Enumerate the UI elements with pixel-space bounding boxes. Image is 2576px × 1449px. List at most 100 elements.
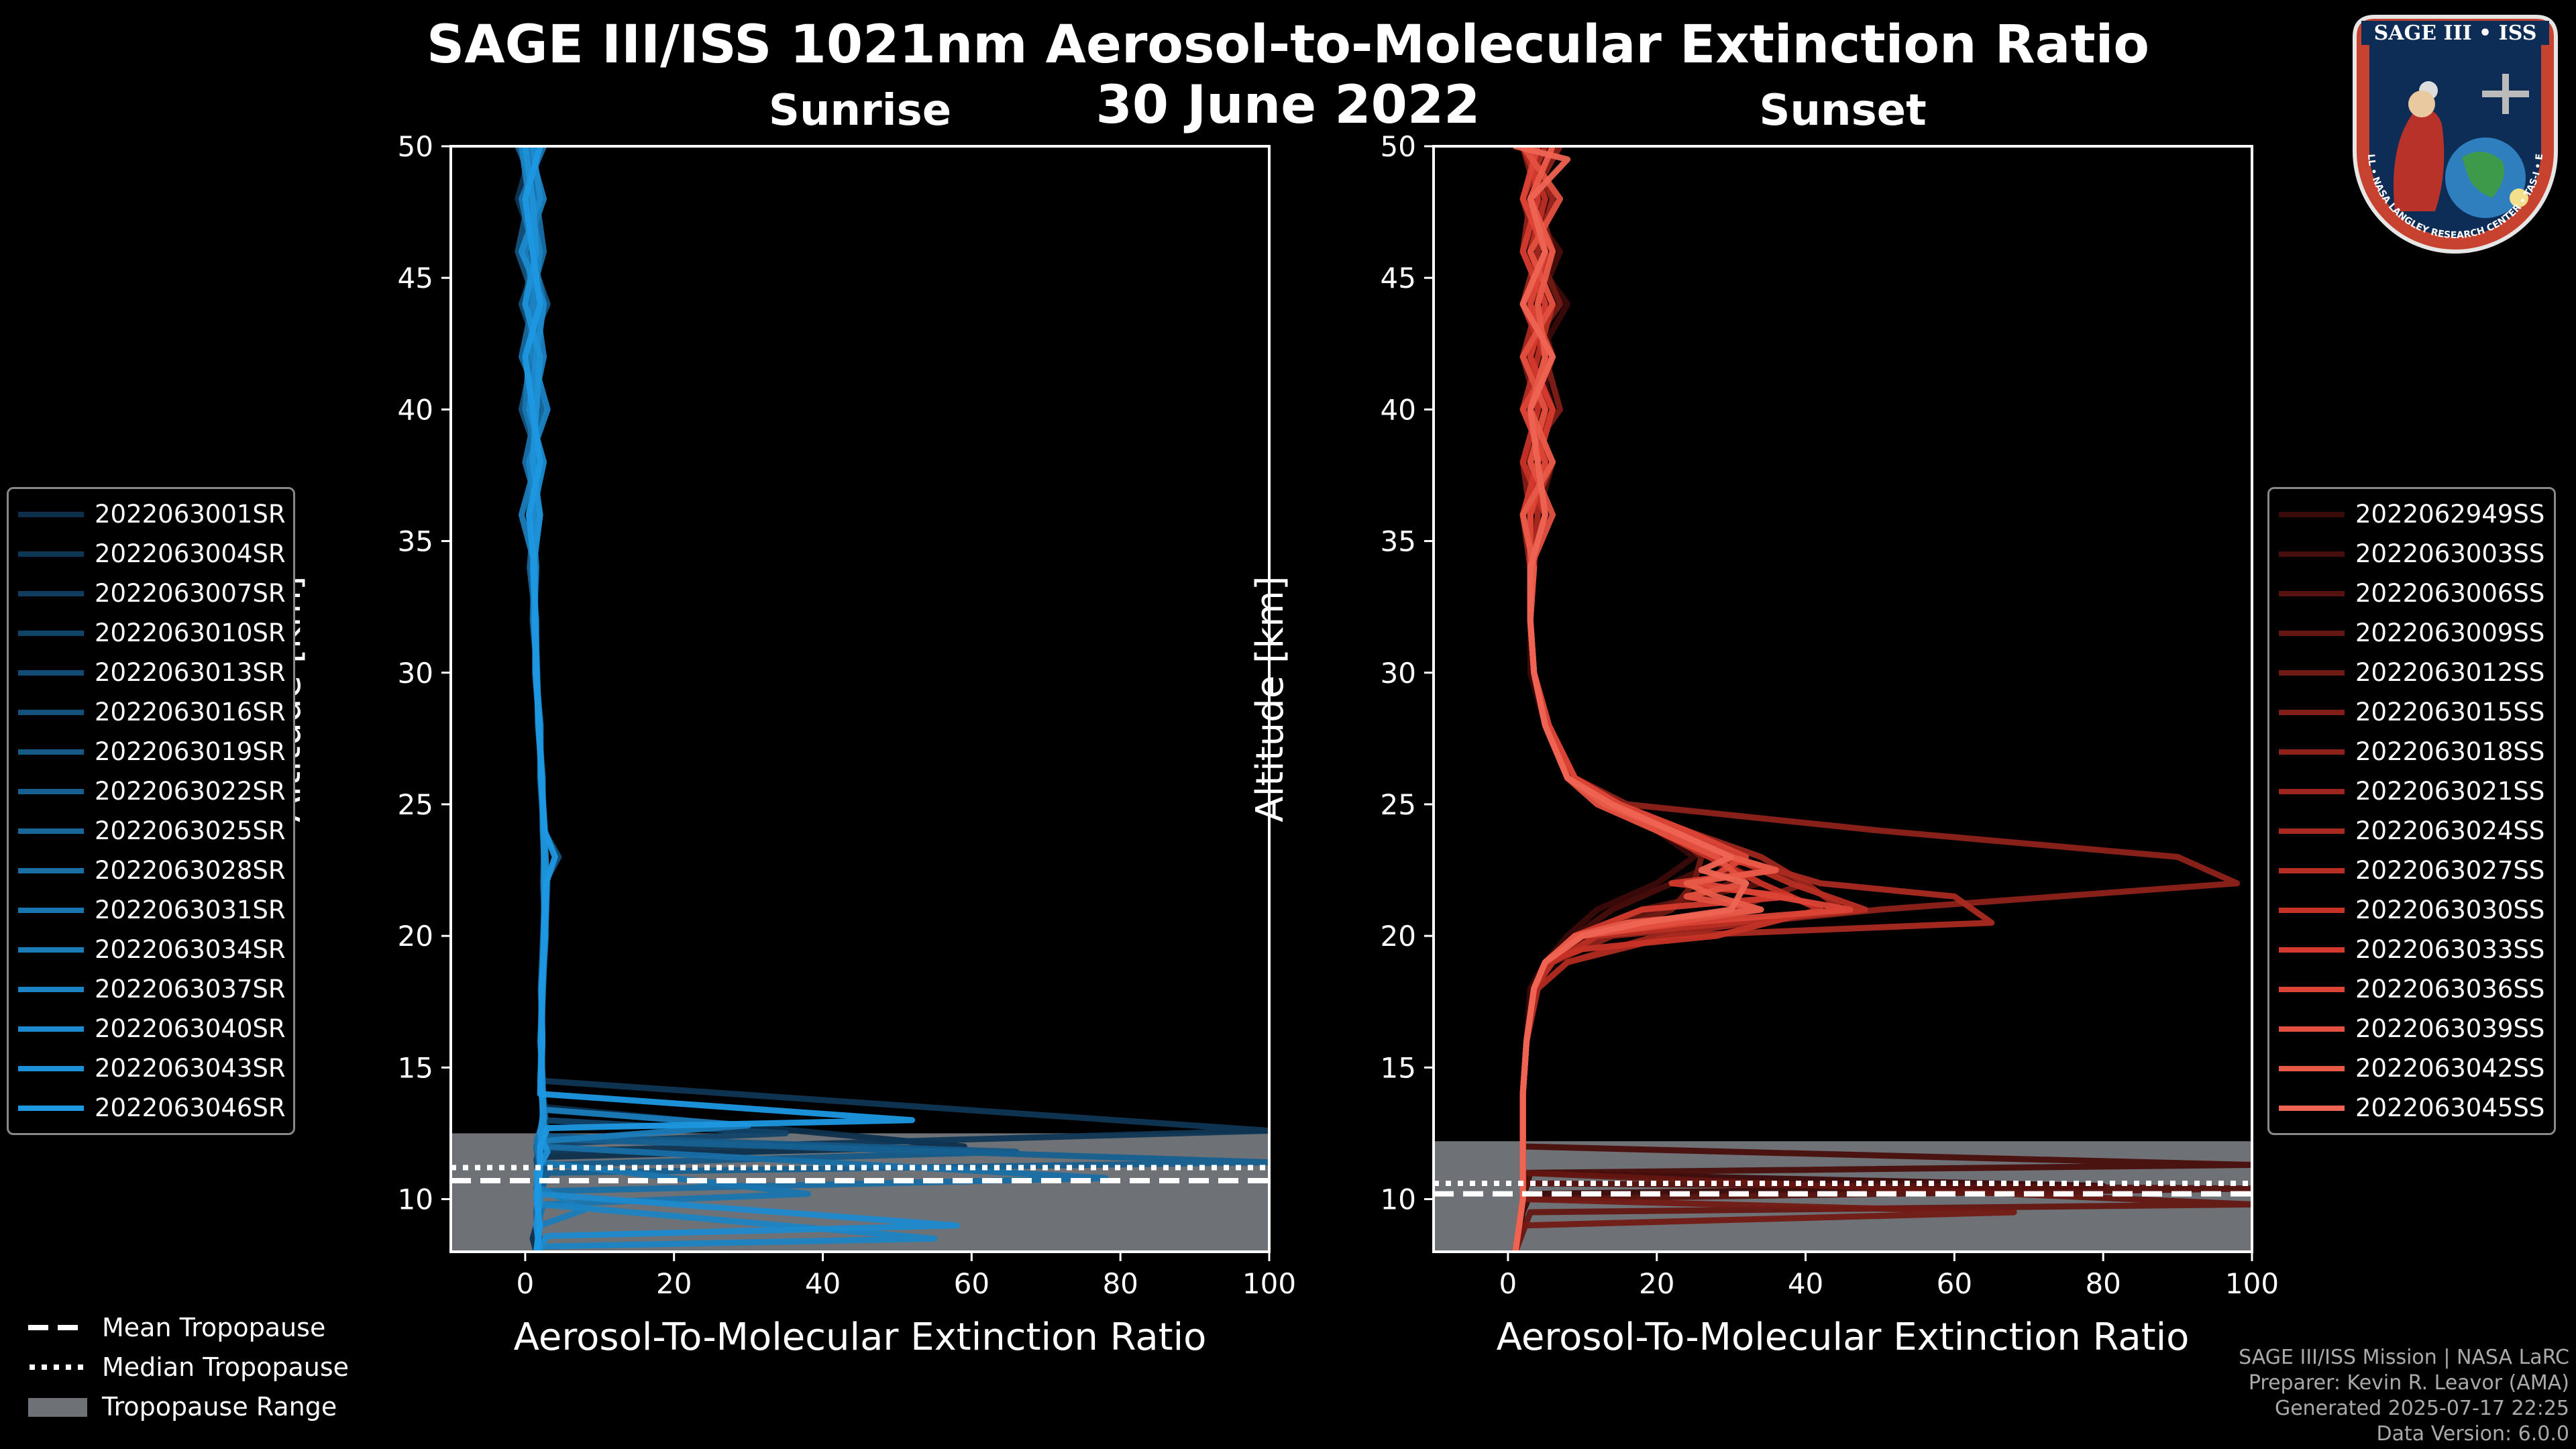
legend-mean-tropopause: Mean Tropopause <box>27 1308 443 1348</box>
sunset-subtitle: Sunset <box>1759 86 1927 136</box>
sunrise-y-tick-label: 35 <box>398 525 433 558</box>
legend-swatch <box>18 789 84 794</box>
legend-swatch <box>2279 947 2345 953</box>
sunset-legend: 2022062949SS 2022063003SS 2022063006SS 2022… <box>2267 487 2556 1135</box>
legend-item: 2022063027SS <box>2269 851 2554 890</box>
legend-label: 2022063046SR <box>95 1093 286 1122</box>
legend-item: 2022062949SS <box>2269 494 2554 534</box>
legend-label: 2022063031SR <box>95 896 286 924</box>
sunrise-y-tick-label: 50 <box>398 130 433 163</box>
mean-tropopause-label: Mean Tropopause <box>102 1313 326 1342</box>
legend-label: 2022062949SS <box>2355 500 2545 529</box>
sunrise-x-axis-label: Aerosol-To-Molecular Extinction Ratio <box>514 1316 1207 1359</box>
legend-item: 2022063006SS <box>2269 574 2554 613</box>
legend-item: 2022063007SR <box>9 574 293 613</box>
legend-item: 2022063042SS <box>2269 1049 2554 1088</box>
legend-swatch <box>18 1026 84 1032</box>
legend-label: 2022063034SR <box>95 935 286 964</box>
legend-label: 2022063009SS <box>2355 619 2545 647</box>
legend-item: 2022063021SS <box>2269 771 2554 811</box>
sunset-series-line <box>1512 146 2252 1252</box>
sunset-x-tick-label: 40 <box>1788 1267 1823 1300</box>
legend-median-tropopause: Median Tropopause <box>27 1348 443 1387</box>
sunset-x-tick-label: 20 <box>1639 1267 1674 1300</box>
sunset-series-group <box>1512 146 2252 1252</box>
sunrise-series-line <box>518 146 811 1252</box>
legend-item: 2022063024SS <box>2269 811 2554 851</box>
sunrise-y-tick-label: 30 <box>398 657 433 690</box>
sunset-series-line <box>1512 146 2106 1252</box>
legend-item: 2022063033SS <box>2269 930 2554 969</box>
sunrise-x-tick-label: 60 <box>954 1267 989 1300</box>
sunrise-x-tick-label: 0 <box>517 1267 535 1300</box>
logo-title: SAGE III • ISS <box>2374 21 2537 45</box>
legend-label: 2022063007SR <box>95 579 286 608</box>
tropopause-legend: Mean Tropopause Median Tropopause Tropop… <box>27 1308 443 1429</box>
legend-item: 2022063039SS <box>2269 1009 2554 1049</box>
credits-block: SAGE III/ISS Mission | NASA LaRC Prepare… <box>2239 1345 2569 1447</box>
legend-label: 2022063016SR <box>95 698 286 727</box>
sunset-series-line <box>1512 146 2252 1252</box>
legend-item: 2022063012SS <box>2269 653 2554 692</box>
legend-label: 2022063037SR <box>95 975 286 1004</box>
credit-preparer: Preparer: Kevin R. Leavor (AMA) <box>2248 1371 2569 1395</box>
sunrise-y-tick-label: 40 <box>398 393 433 426</box>
legend-swatch <box>18 987 84 992</box>
legend-item: 2022063003SS <box>2269 534 2554 574</box>
sunrise-y-tick-label: 45 <box>398 262 433 294</box>
sunrise-x-tick-label: 40 <box>805 1267 841 1300</box>
sunrise-y-tick-label: 25 <box>398 788 433 821</box>
legend-item: 2022063030SS <box>2269 890 2554 930</box>
dashed-line-swatch <box>28 1325 87 1330</box>
legend-item: 2022063025SR <box>9 811 293 851</box>
sunset-x-tick-label: 100 <box>2225 1267 2279 1300</box>
sunset-series-line <box>1512 146 1809 1252</box>
credit-mission: SAGE III/ISS Mission | NASA LaRC <box>2239 1346 2569 1369</box>
sunset-series-line <box>1512 146 2017 1252</box>
legend-label: 2022063043SR <box>95 1054 286 1083</box>
legend-swatch <box>18 551 84 557</box>
sunrise-x-tick-label: 80 <box>1102 1267 1138 1300</box>
legend-item: 2022063010SR <box>9 613 293 653</box>
legend-swatch <box>18 591 84 596</box>
legend-item: 2022063045SS <box>2269 1088 2554 1128</box>
sunset-x-axis-label: Aerosol-To-Molecular Extinction Ratio <box>1497 1316 2190 1359</box>
sunset-y-tick-label: 25 <box>1381 788 1416 821</box>
legend-label: 2022063019SR <box>95 737 286 766</box>
sunrise-x-tick-label: 100 <box>1242 1267 1296 1300</box>
legend-item: 2022063022SR <box>9 771 293 811</box>
legend-label: 2022063028SR <box>95 856 286 885</box>
sunrise-y-tick-label: 20 <box>398 920 433 953</box>
legend-swatch <box>2279 828 2345 834</box>
sunset-y-tick-label: 40 <box>1381 393 1416 426</box>
legend-swatch <box>2279 1106 2345 1111</box>
sunrise-series-group <box>515 146 1269 1252</box>
sunrise-legend: 2022063001SR 2022063004SR 2022063007SR 2022… <box>7 487 295 1135</box>
legend-swatch <box>18 828 84 834</box>
legend-item: 2022063001SR <box>9 494 293 534</box>
legend-item: 2022063036SS <box>2269 969 2554 1009</box>
legend-label: 2022063010SR <box>95 619 286 647</box>
figure-date: 30 June 2022 <box>1095 75 1481 136</box>
sunset-y-tick-label: 15 <box>1381 1051 1416 1084</box>
legend-label: 2022063039SS <box>2355 1014 2545 1043</box>
sunset-x-tick-label: 80 <box>2085 1267 2121 1300</box>
sunset-y-tick-label: 20 <box>1381 920 1416 953</box>
legend-swatch <box>18 512 84 517</box>
sunset-y-tick-label: 35 <box>1381 525 1416 558</box>
legend-item: 2022063013SR <box>9 653 293 692</box>
legend-item: 2022063015SS <box>2269 692 2554 732</box>
legend-tropopause-range: Tropopause Range <box>27 1387 443 1427</box>
legend-swatch <box>18 670 84 676</box>
legend-swatch <box>2279 512 2345 517</box>
legend-swatch <box>18 1066 84 1071</box>
range-patch-swatch <box>28 1398 87 1417</box>
sunset-y-tick-label: 10 <box>1381 1183 1416 1216</box>
legend-item: 2022063028SR <box>9 851 293 890</box>
figure-title: SAGE III/ISS 1021nm Aerosol-to-Molecular… <box>427 15 2149 75</box>
legend-swatch <box>2279 631 2345 636</box>
sunrise-y-tick-label: 15 <box>398 1051 433 1084</box>
sunset-panel: 0 20 40 60 80 100 10 15 20 25 30 35 40 45 50 Aerosol-To… <box>1248 130 2279 1359</box>
legend-swatch <box>2279 710 2345 715</box>
